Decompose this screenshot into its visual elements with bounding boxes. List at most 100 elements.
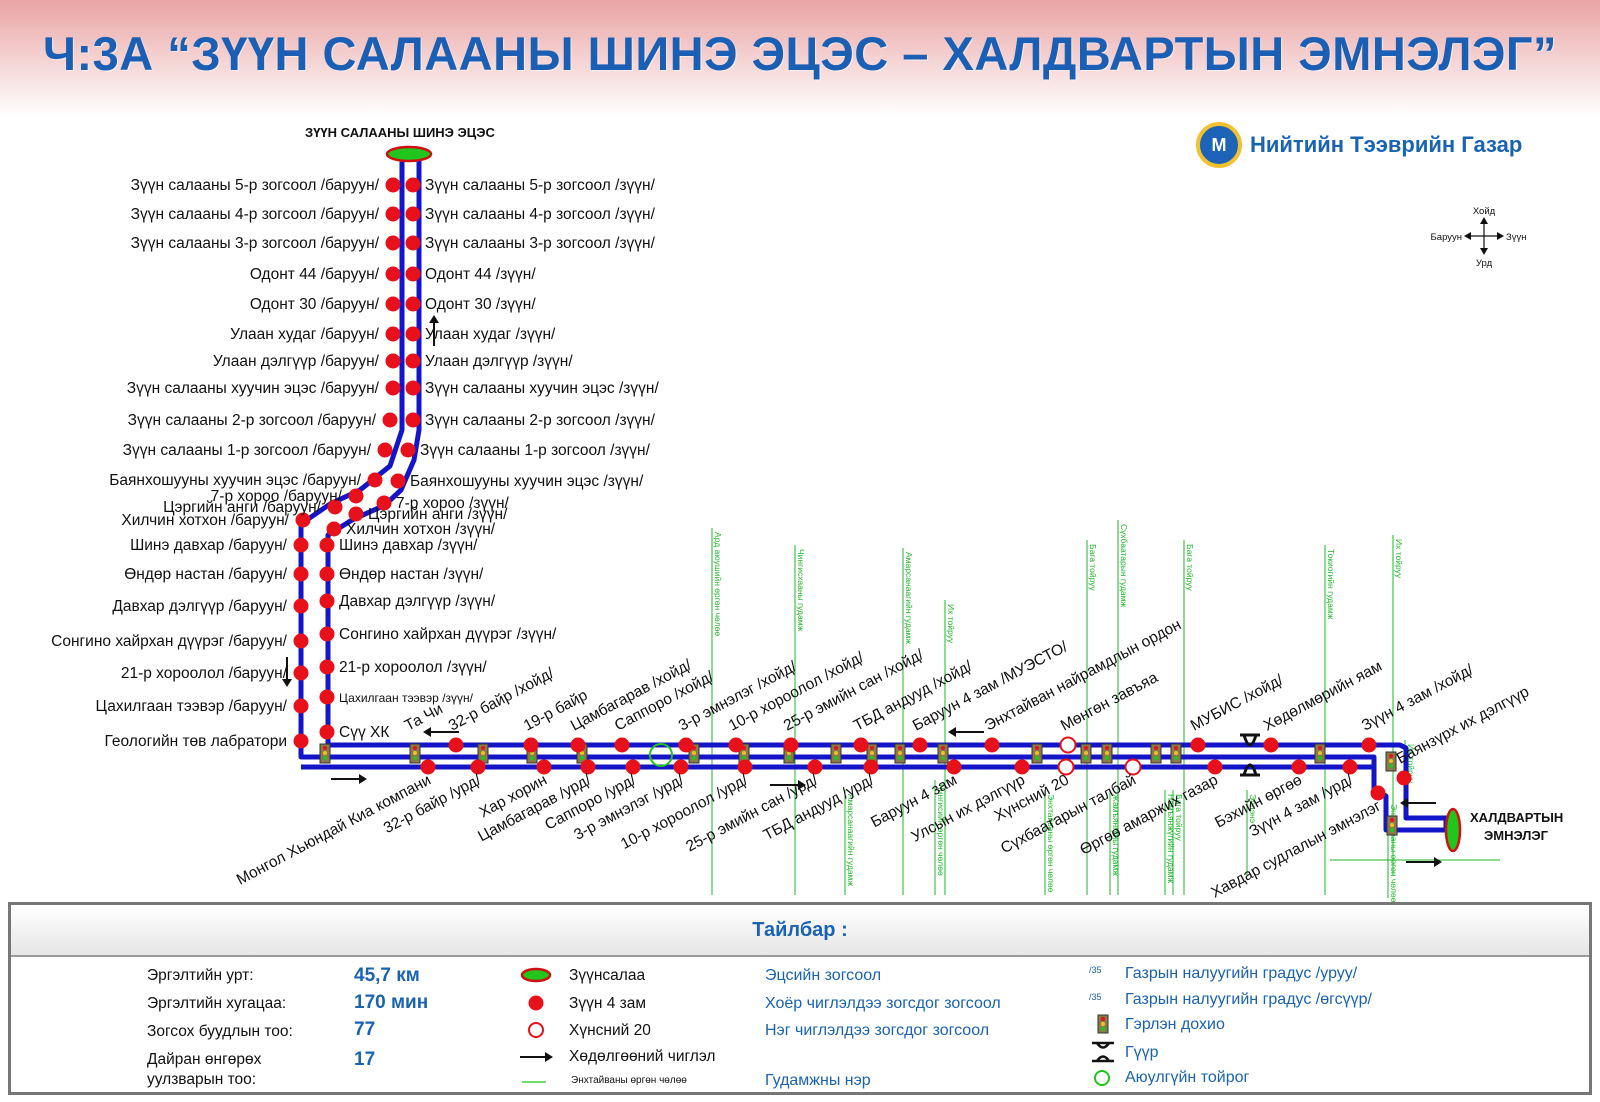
- roundabout-icon: [1094, 1070, 1110, 1086]
- stop-east-15: [319, 537, 335, 553]
- legend-slope-up-text: Газрын налуугийн градус /өгсүүр/: [1125, 991, 1372, 1008]
- organization-logo[interactable]: M Нийтийн Тээврийн Газар: [1196, 122, 1522, 168]
- stop-north-14: [1263, 737, 1279, 753]
- legend-traffic-light-text: Гэрлэн дохио: [1125, 1016, 1225, 1033]
- legend-oneway-desc: Нэг чиглэлдээ зогсдог зогсоол: [765, 1022, 990, 1039]
- stop-south-6: [673, 759, 689, 775]
- stop-north-13: [1190, 737, 1206, 753]
- stop-west-12: [348, 488, 364, 504]
- terminals: ЗҮҮН САЛААНЫ ШИНЭ ЭЦЭС ХАЛДВАРТЫН ЭМНЭЛЭ…: [305, 125, 1563, 853]
- traffic-light-icon: [1080, 743, 1092, 764]
- stop-west-2: [385, 206, 401, 222]
- stat-length-value: 45,7 км: [354, 965, 420, 986]
- stat-junctions-value: 17: [354, 1049, 376, 1070]
- bus-stops: [293, 177, 1412, 801]
- stop-south-8: [807, 759, 823, 775]
- stop-west-label-21: Геологийн төв лабратори: [105, 733, 287, 750]
- stop-west-9: [382, 412, 398, 428]
- legend-street-desc: Гудамжны нэр: [765, 1072, 871, 1089]
- stop-east-8: [405, 380, 421, 396]
- traffic-lights: [319, 743, 1398, 836]
- stop-east-2: [405, 206, 421, 222]
- stop-east-label-21: Сүү ХК: [339, 724, 389, 741]
- street-name-1: Ард аюушийн өргөн чөлөө: [713, 532, 723, 636]
- stop-east-16: [319, 566, 335, 582]
- end-terminal-icon[interactable]: [1444, 807, 1462, 853]
- organization-name: Нийтийн Тээврийн Газар: [1250, 132, 1523, 157]
- stop-south-13: [1124, 758, 1142, 776]
- stop-east-label-9: Зүүн салааны 2-р зогсоол /зүүн/: [425, 412, 656, 429]
- legend-oneway-text: Хүнсний 20: [569, 1022, 651, 1039]
- compass-west: Баруун: [1431, 232, 1462, 243]
- two-way-stop-icon: [528, 995, 544, 1011]
- stop-east-20: [319, 689, 335, 705]
- stop-east-label-1: Зүүн салааны 5-р зогсоол /зүүн/: [425, 177, 656, 194]
- stop-east-4: [405, 266, 421, 282]
- traffic-light-icon: [830, 743, 842, 764]
- stop-west-16: [293, 566, 309, 582]
- stop-north-7: [728, 737, 744, 753]
- traffic-light-icon: [1386, 815, 1398, 836]
- stop-labels: Зүүн салааны 5-р зогсоол /баруун/Зүүн са…: [51, 177, 1532, 902]
- stop-south-label-14: Өргөө амаржих газар: [1077, 772, 1221, 859]
- stop-west-11: [367, 472, 383, 488]
- stop-north-16: [1396, 770, 1412, 786]
- street-name-12: Энхтайваны өргөн чөлөө: [1046, 794, 1056, 893]
- stat-length-label: Эргэлтийн урт:: [147, 967, 254, 984]
- route-map[interactable]: Ард аюушийн өргөн чөлөө Чингисхааны гудам…: [0, 0, 1600, 902]
- north-arrow-icon: [1480, 217, 1488, 224]
- direction-arrow-head-icon: [1434, 857, 1442, 867]
- stop-west-label-20: Цахилгаан тээвэр /баруун/: [95, 698, 287, 715]
- stop-east-17: [319, 593, 335, 609]
- traffic-light-icon: [937, 743, 949, 764]
- direction-arrow-head-icon: [798, 780, 806, 790]
- stop-east-label-6: Улаан худаг /зүүн/: [425, 326, 556, 343]
- end-terminal-label-line2: ЭМНЭЛЭГ: [1484, 828, 1549, 843]
- street-name-15: Эрдэнэ: [1248, 794, 1258, 823]
- direction-arrow-head-icon: [282, 679, 292, 687]
- stop-west-label-12: 7-р хороо /баруун/: [211, 488, 343, 505]
- bridge-icon: [1092, 1041, 1114, 1063]
- stop-north-15: [1361, 737, 1377, 753]
- traffic-light-icon: [1385, 751, 1397, 772]
- stop-west-3: [385, 235, 401, 251]
- street-name-6: Сүхбаатарын гудамж: [1119, 524, 1129, 608]
- stop-east-label-2: Зүүн салааны 4-р зогсоол /зүүн/: [425, 206, 656, 223]
- page-title: Ч:3А “ЗҮҮН САЛААНЫ ШИНЭ ЭЦЭС – ХАЛДВАРТЫ…: [42, 27, 1558, 80]
- east-arrow-icon: [1497, 232, 1504, 240]
- stat-junctions-label: Дайран өнгөрөх уулзварын тоо:: [147, 1051, 262, 1088]
- stop-west-17: [293, 598, 309, 614]
- start-terminal-icon[interactable]: [385, 145, 433, 163]
- stop-east-label-8: Зүүн салааны хуучин эцэс /зүүн/: [425, 380, 659, 397]
- street-name-16: Энхтайваны өргөн чөлөө: [1389, 804, 1399, 902]
- stop-west-label-18: Сонгино хайрхан дүүрэг /баруун/: [51, 633, 288, 650]
- stop-east-1: [405, 177, 421, 193]
- legend-heading: Тайлбар :: [11, 905, 1589, 957]
- street-lines: Ард аюушийн өргөн чөлөө Чингисхааны гудам…: [711, 520, 1500, 902]
- terminal-oval-icon: [520, 967, 552, 983]
- street-name-13: Жамъянгуны гудамж: [1111, 794, 1121, 876]
- stop-east-6: [405, 326, 421, 342]
- stop-west-label-17: Давхар дэлгүүр /баруун/: [112, 598, 287, 615]
- stop-west-8: [385, 380, 401, 396]
- stop-east-10: [400, 442, 416, 458]
- one-way-stop-icon: [528, 1022, 544, 1038]
- stop-east-label-4: Одонт 44 /зүүн/: [425, 266, 536, 283]
- stop-east-13: [348, 506, 364, 522]
- stop-east-3: [405, 235, 421, 251]
- stat-stops-label: Зогсох буудлын тоо:: [147, 1023, 293, 1040]
- end-terminal-label-line1: ХАЛДВАРТЫН: [1470, 810, 1563, 825]
- stop-south-16: [1342, 759, 1358, 775]
- stop-north-label-1: Та Чи: [402, 700, 446, 734]
- stop-east-7: [405, 353, 421, 369]
- stop-east-label-14: Хилчин хотхон /зүүн/: [346, 521, 496, 538]
- stat-stops-value: 77: [354, 1019, 376, 1040]
- stop-west-label-6: Улаан худаг /баруун/: [230, 326, 380, 343]
- stop-south-11: [1014, 759, 1030, 775]
- stop-east-21: [319, 724, 335, 740]
- legend-roundabout-text: Аюулгүйн тойрог: [1125, 1069, 1250, 1086]
- stop-west-label-7: Улаан дэлгүүр /баруун/: [213, 353, 380, 370]
- stop-west-label-4: Одонт 44 /баруун/: [250, 266, 380, 283]
- stop-east-19: [319, 659, 335, 675]
- stop-west-21: [293, 733, 309, 749]
